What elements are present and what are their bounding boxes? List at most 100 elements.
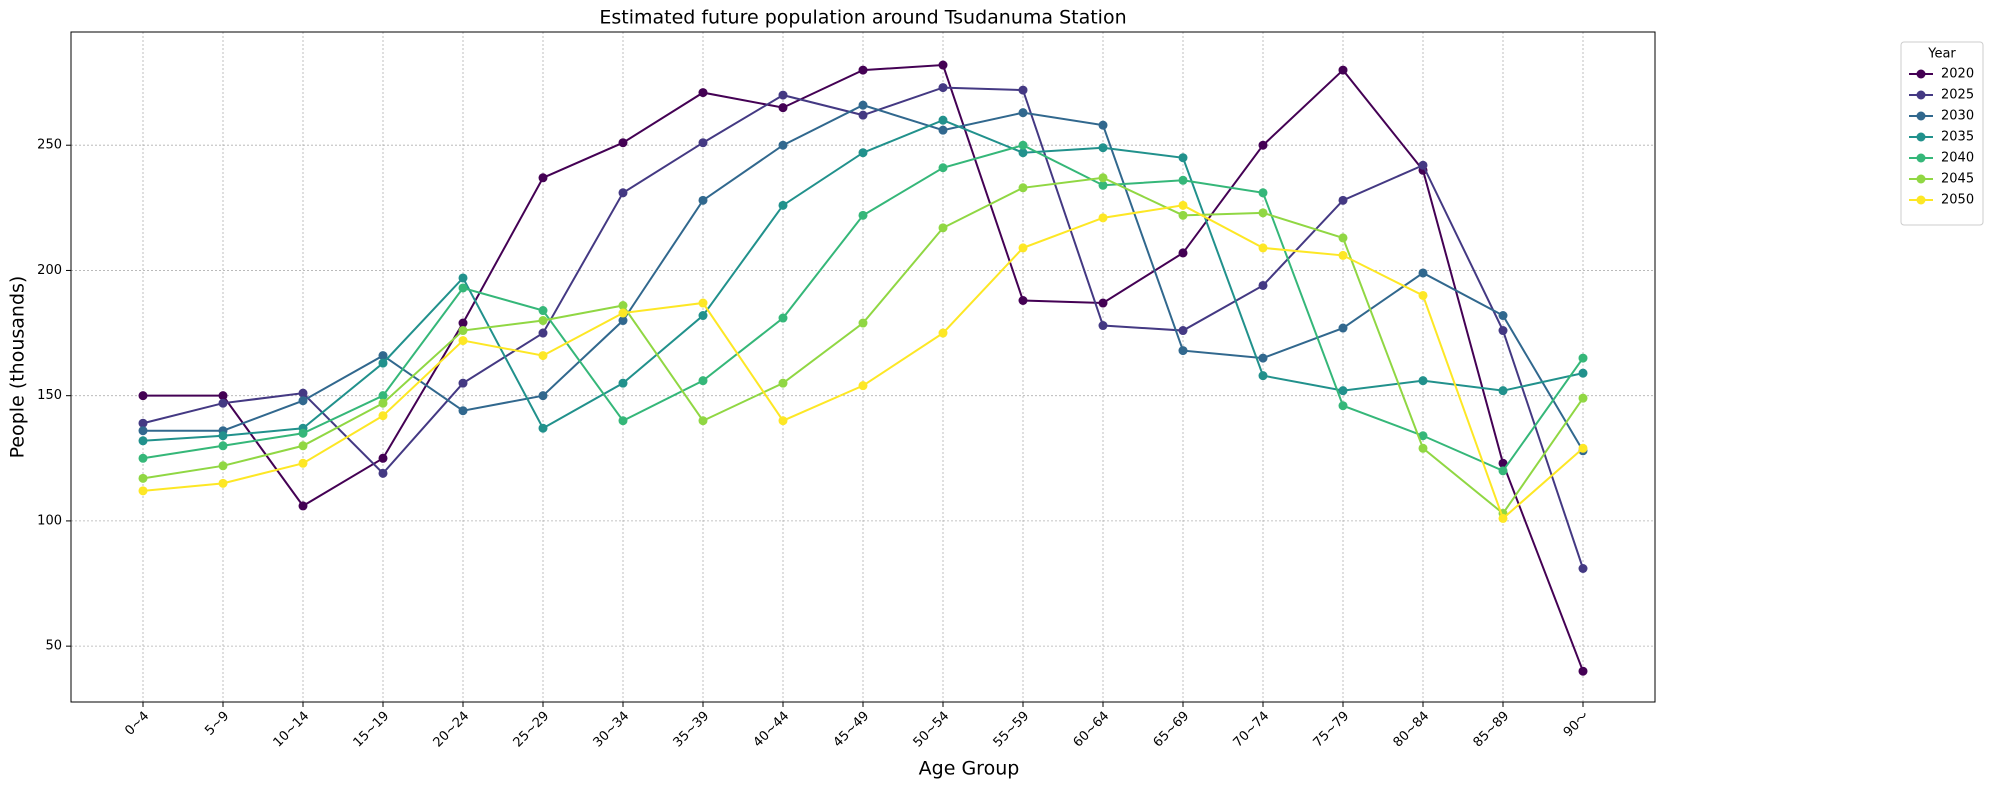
data-point: [138, 486, 148, 496]
data-point: [1178, 248, 1188, 258]
data-point: [1498, 311, 1508, 321]
data-point: [538, 306, 548, 316]
x-tick-label: 70~74: [1231, 709, 1273, 751]
data-point: [1258, 371, 1268, 381]
data-point: [778, 416, 788, 426]
x-tick-label: 60~64: [1071, 709, 1113, 751]
data-point: [618, 188, 628, 198]
data-point: [1578, 564, 1588, 574]
data-point: [1418, 160, 1428, 170]
data-point: [1338, 233, 1348, 243]
data-point: [218, 461, 228, 471]
data-point: [1098, 143, 1108, 153]
data-point: [1498, 466, 1508, 476]
data-point: [1018, 296, 1028, 306]
x-tick-label: 75~79: [1311, 709, 1353, 751]
data-point: [618, 378, 628, 388]
y-tick-label: 150: [37, 388, 62, 403]
data-point: [858, 381, 868, 391]
data-point: [938, 83, 948, 93]
data-point: [138, 426, 148, 436]
data-point: [378, 398, 388, 408]
data-point: [1498, 458, 1508, 468]
x-tick-label: 25~29: [511, 709, 553, 751]
data-point: [1018, 243, 1028, 253]
data-point: [1338, 65, 1348, 75]
data-point: [298, 458, 308, 468]
legend-marker: [1916, 90, 1926, 100]
data-point: [938, 328, 948, 338]
data-point: [1578, 666, 1588, 676]
data-point: [458, 318, 468, 328]
data-point: [1178, 346, 1188, 356]
data-point: [1338, 195, 1348, 205]
data-point: [778, 103, 788, 113]
data-point: [858, 100, 868, 110]
data-point: [1418, 290, 1428, 300]
data-point: [538, 328, 548, 338]
x-tick-label: 5~9: [202, 709, 232, 739]
data-point: [858, 318, 868, 328]
x-tick-label: 55~59: [991, 709, 1033, 751]
data-point: [298, 428, 308, 438]
data-point: [698, 311, 708, 321]
data-point: [1018, 108, 1028, 118]
y-axis-label: People (thousands): [7, 276, 29, 459]
data-point: [1258, 353, 1268, 363]
y-tick-label: 250: [37, 138, 62, 153]
data-point: [378, 468, 388, 478]
data-point: [1258, 140, 1268, 150]
data-point: [698, 138, 708, 148]
x-tick-label: 45~49: [831, 709, 873, 751]
x-tick-label: 0~4: [122, 709, 152, 739]
x-tick-label: 65~69: [1151, 709, 1193, 751]
data-point: [778, 313, 788, 323]
y-tick-label: 50: [45, 639, 62, 654]
x-axis-label: Age Group: [919, 758, 1020, 780]
data-point: [1258, 208, 1268, 218]
data-point: [1498, 386, 1508, 396]
data-point: [538, 423, 548, 433]
x-tick-label: 15~19: [351, 709, 393, 751]
data-point: [698, 298, 708, 308]
data-point: [1178, 200, 1188, 210]
legend-marker: [1916, 195, 1926, 205]
data-point: [138, 453, 148, 463]
data-point: [538, 316, 548, 326]
data-point: [1178, 210, 1188, 220]
data-point: [1098, 321, 1108, 331]
data-point: [218, 391, 228, 401]
legend-label: 2045: [1941, 172, 1974, 187]
data-point: [618, 138, 628, 148]
data-point: [1018, 140, 1028, 150]
plot-frame: [70, 31, 1656, 703]
data-point: [538, 173, 548, 183]
data-point: [698, 88, 708, 98]
legend-marker: [1916, 153, 1926, 163]
data-point: [938, 223, 948, 233]
data-point: [618, 308, 628, 318]
legend-label: 2035: [1941, 130, 1974, 145]
data-point: [458, 283, 468, 293]
data-point: [378, 391, 388, 401]
data-point: [618, 416, 628, 426]
data-point: [1178, 175, 1188, 185]
data-point: [1338, 401, 1348, 411]
data-point: [1578, 353, 1588, 363]
data-point: [218, 478, 228, 488]
data-point: [698, 195, 708, 205]
data-point: [698, 416, 708, 426]
legend-label: 2040: [1941, 151, 1974, 166]
data-point: [138, 418, 148, 428]
x-tick-label: 50~54: [911, 709, 953, 751]
chart-title: Estimated future population around Tsuda…: [599, 7, 1126, 29]
legend-label: 2050: [1941, 193, 1974, 208]
data-point: [1578, 443, 1588, 453]
data-point: [1258, 243, 1268, 253]
x-tick-label: 85~89: [1471, 709, 1513, 751]
data-point: [138, 391, 148, 401]
x-tick-label: 10~14: [271, 709, 313, 751]
data-point: [378, 358, 388, 368]
data-point: [778, 140, 788, 150]
